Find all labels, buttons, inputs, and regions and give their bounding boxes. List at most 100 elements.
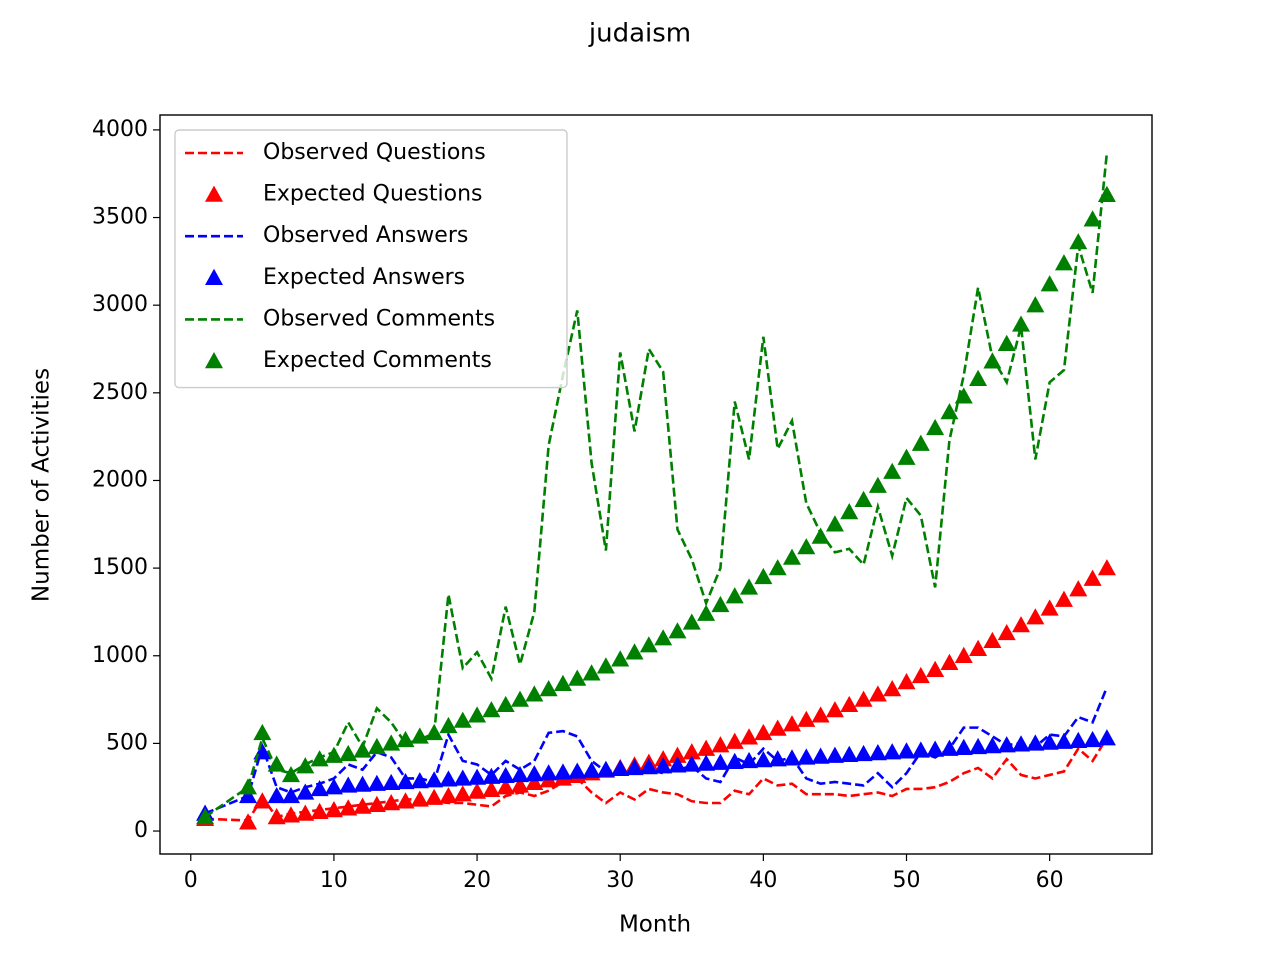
marker [496, 695, 515, 713]
marker [840, 503, 859, 520]
marker [625, 758, 644, 776]
marker [868, 685, 887, 702]
marker [353, 775, 372, 792]
marker [825, 746, 844, 763]
marker [711, 595, 730, 613]
marker [324, 778, 343, 795]
marker [940, 403, 959, 420]
marker [482, 767, 501, 784]
series-line [204, 152, 1109, 819]
marker [940, 653, 959, 670]
marker [797, 710, 816, 727]
marker [468, 706, 487, 723]
marker [1054, 590, 1073, 607]
marker [682, 613, 701, 630]
marker [296, 757, 315, 774]
marker [940, 739, 959, 756]
marker [754, 567, 773, 585]
legend-label: Observed Comments [263, 306, 495, 331]
marker [954, 646, 973, 663]
marker [682, 743, 701, 760]
marker [296, 783, 315, 800]
marker [1054, 254, 1073, 271]
marker [1040, 733, 1059, 750]
marker [825, 515, 844, 532]
marker [725, 732, 744, 749]
marker [511, 690, 530, 707]
marker [768, 719, 787, 736]
marker [926, 740, 945, 757]
marker [425, 788, 444, 805]
marker [897, 448, 916, 465]
marker [711, 736, 730, 753]
marker [267, 786, 286, 804]
marker [654, 629, 673, 646]
marker [396, 792, 415, 809]
marker [782, 715, 801, 732]
marker [310, 779, 329, 797]
marker [668, 746, 687, 763]
marker [983, 631, 1002, 649]
marker [954, 387, 973, 404]
marker [1097, 185, 1116, 202]
marker [782, 749, 801, 766]
marker [854, 690, 873, 707]
marker [453, 785, 472, 802]
marker [339, 799, 358, 816]
marker [897, 742, 916, 759]
marker [725, 587, 744, 604]
legend-marker [205, 268, 223, 285]
marker [1026, 296, 1045, 313]
marker [339, 744, 358, 762]
legend-marker [205, 352, 223, 369]
marker [840, 695, 859, 713]
marker [682, 755, 701, 772]
marker [353, 741, 372, 758]
marker [697, 604, 716, 621]
x-tick-label: 40 [749, 868, 777, 893]
marker [296, 804, 315, 821]
y-tick-label: 2500 [92, 380, 148, 405]
marker [1054, 732, 1073, 749]
marker [725, 752, 744, 770]
x-tick-label: 10 [320, 868, 348, 893]
marker [1097, 729, 1116, 746]
marker [997, 736, 1016, 753]
marker [511, 765, 530, 783]
marker [697, 754, 716, 771]
marker [539, 764, 558, 781]
marker [854, 490, 873, 507]
x-tick-label: 20 [463, 868, 491, 893]
plot-frame [159, 114, 1153, 855]
marker [1012, 735, 1031, 752]
y-tick-label: 3000 [92, 292, 148, 317]
marker [367, 737, 386, 755]
marker [639, 636, 658, 653]
marker [482, 701, 501, 718]
x-tick-label: 50 [893, 868, 921, 893]
marker [553, 763, 572, 780]
marker [367, 795, 386, 812]
marker [468, 768, 487, 785]
marker [281, 786, 300, 804]
marker [740, 578, 759, 595]
marker [639, 758, 658, 775]
marker [611, 759, 630, 777]
marker [382, 734, 401, 751]
marker [582, 761, 601, 778]
legend-marker [205, 185, 223, 202]
marker [740, 728, 759, 745]
marker [439, 786, 458, 804]
legend-label: Expected Comments [263, 348, 492, 373]
marker [868, 476, 887, 493]
marker [525, 773, 544, 791]
marker [553, 674, 572, 691]
marker [496, 778, 515, 795]
marker [969, 737, 988, 755]
marker [267, 808, 286, 825]
legend-box [174, 129, 568, 389]
marker [1083, 730, 1102, 748]
marker [768, 559, 787, 576]
marker [1040, 275, 1059, 292]
